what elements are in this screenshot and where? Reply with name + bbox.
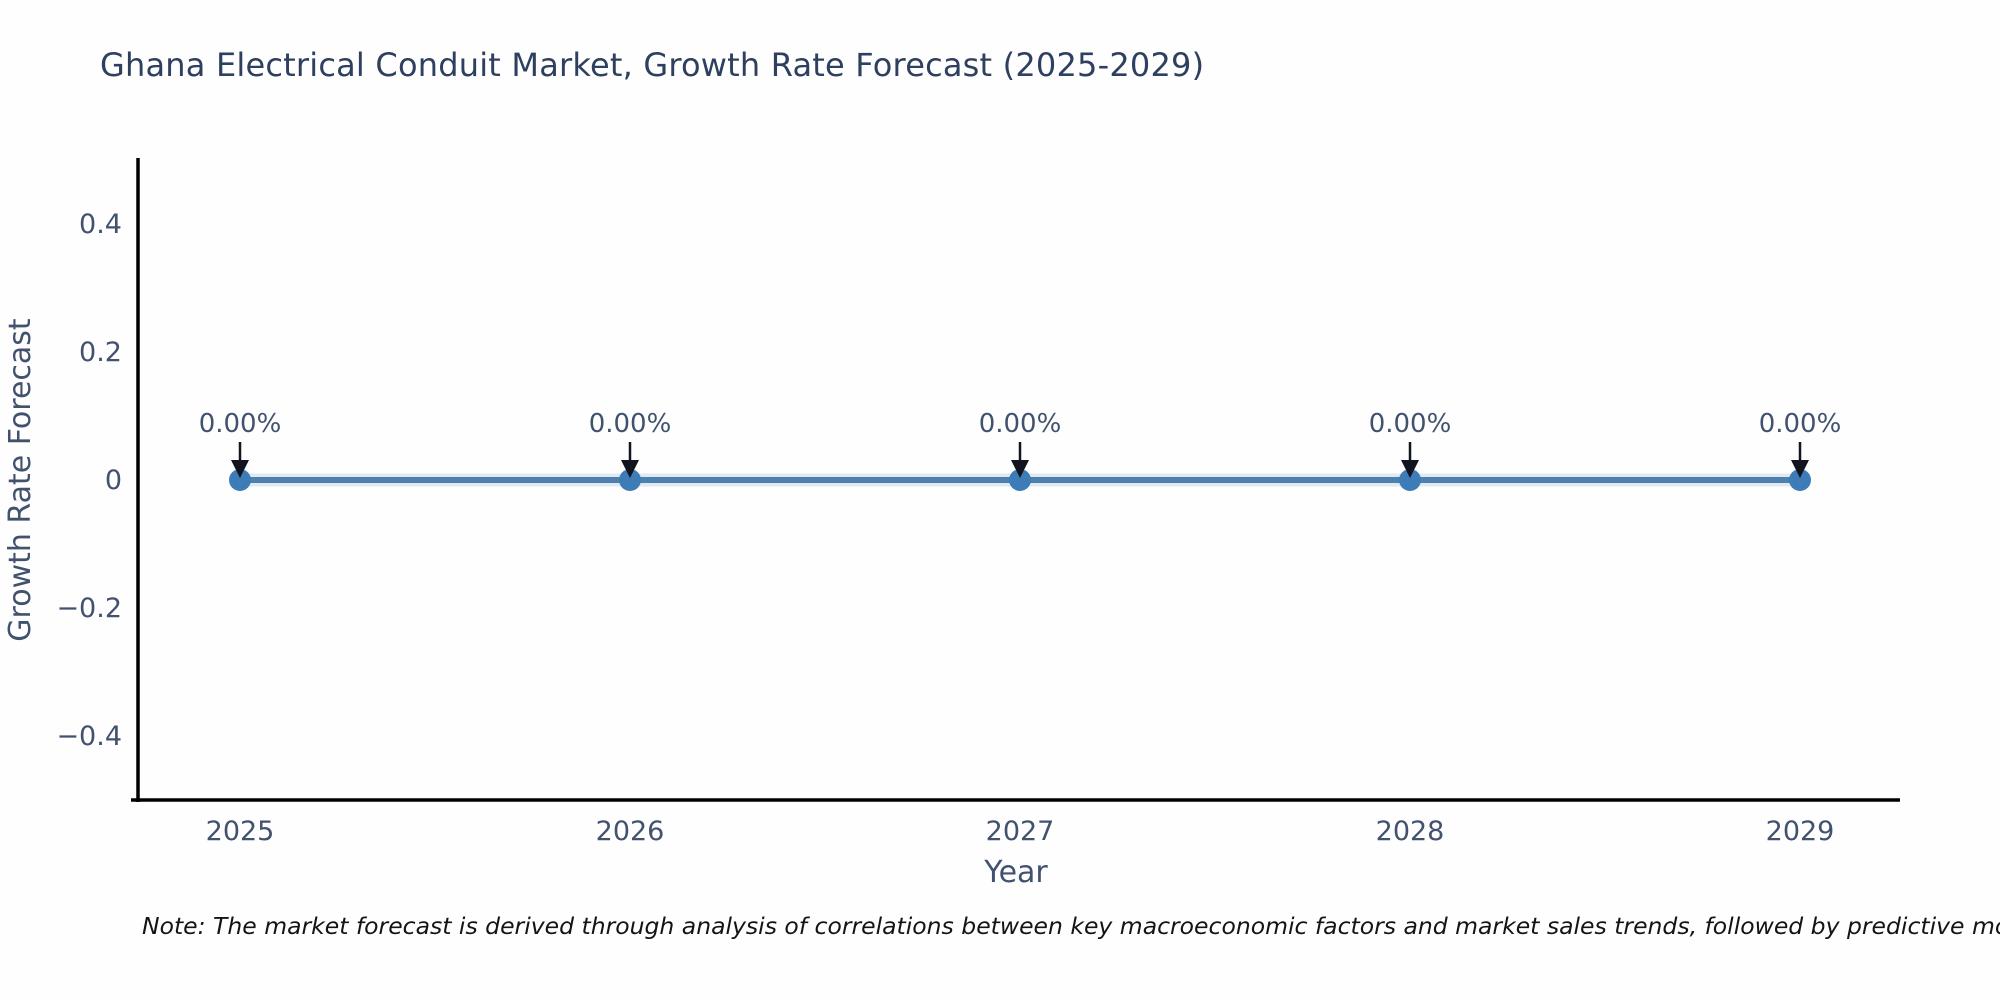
y-tick-label: −0.4 <box>56 721 122 752</box>
annotation-label: 0.00% <box>979 409 1062 439</box>
x-tick-label: 2028 <box>1376 816 1445 847</box>
data-point-2028 <box>1399 469 1421 491</box>
data-point-2027 <box>1009 469 1031 491</box>
data-point-2025 <box>229 469 251 491</box>
annotation-arrowhead <box>621 460 639 478</box>
x-tick-label: 2026 <box>596 816 665 847</box>
y-axis-title: Growth Rate Forecast <box>3 318 38 642</box>
y-tick-label: 0.2 <box>79 337 122 368</box>
x-tick-label: 2029 <box>1766 816 1835 847</box>
annotation-label: 0.00% <box>589 409 672 439</box>
annotation-arrowhead <box>1791 460 1809 478</box>
x-tick-label: 2025 <box>206 816 275 847</box>
annotation-label: 0.00% <box>1759 409 1842 439</box>
annotation-label: 0.00% <box>1369 409 1452 439</box>
data-point-2026 <box>619 469 641 491</box>
annotation-label: 0.00% <box>199 409 282 439</box>
data-point-2029 <box>1789 469 1811 491</box>
chart-title: Ghana Electrical Conduit Market, Growth … <box>100 46 1205 84</box>
x-tick-label: 2027 <box>986 816 1055 847</box>
y-tick-label: 0.4 <box>79 209 122 240</box>
x-axis-title: Year <box>983 855 1048 890</box>
footnote: Note: The market forecast is derived thr… <box>142 912 2000 940</box>
y-tick-label: 0 <box>105 465 122 496</box>
annotation-arrowhead <box>1011 460 1029 478</box>
y-tick-label: −0.2 <box>56 593 122 624</box>
annotation-arrowhead <box>231 460 249 478</box>
annotation-arrowhead <box>1401 460 1419 478</box>
